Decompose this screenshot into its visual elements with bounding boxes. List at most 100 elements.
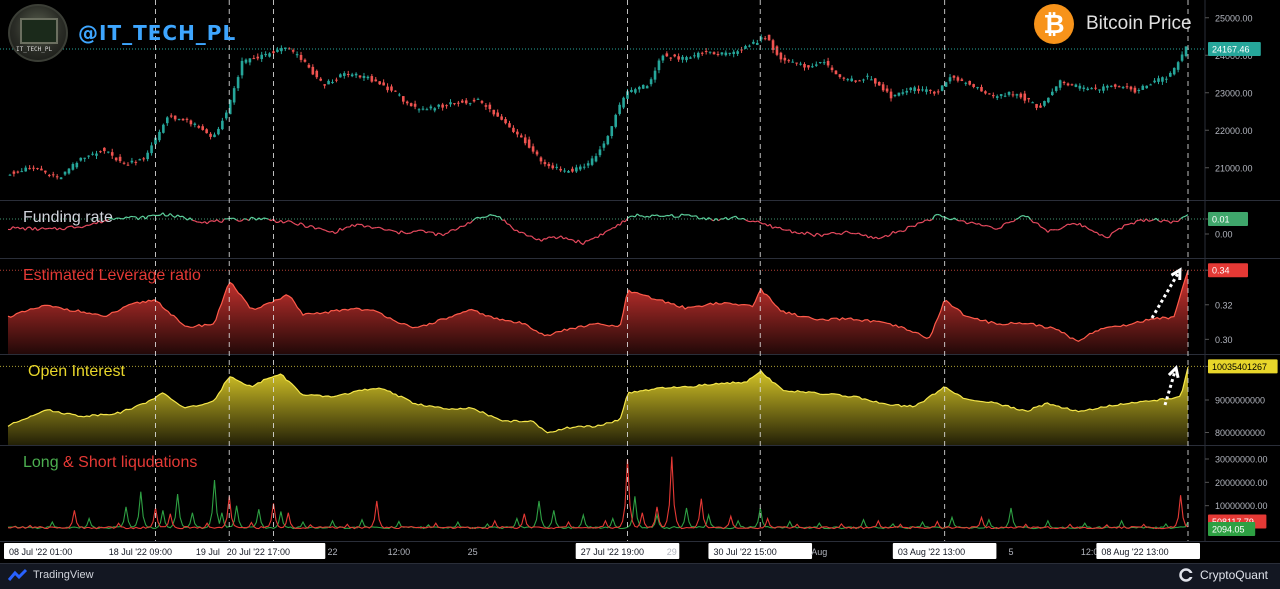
funding-segment	[1185, 214, 1189, 217]
candle-body	[63, 171, 67, 175]
y-tick-label: 9000000000	[1215, 396, 1265, 406]
candle-body	[531, 146, 535, 152]
funding-segment	[804, 231, 808, 236]
tradingview-logo[interactable]: TradingView	[8, 568, 94, 582]
candle-body	[881, 84, 885, 91]
candle-body	[763, 38, 767, 40]
candle-body	[126, 164, 130, 166]
candle-body	[1039, 105, 1042, 108]
candle-body	[343, 73, 346, 76]
candle-body	[138, 159, 142, 161]
liquidation-line-short	[7, 456, 1189, 530]
funding-segment	[487, 214, 491, 218]
funding-segment	[1111, 231, 1115, 234]
funding-segment	[592, 236, 596, 240]
funding-segment	[1086, 227, 1091, 231]
candle-body	[402, 96, 405, 102]
cryptoquant-logo[interactable]: CryptoQuant	[1179, 568, 1268, 582]
candle-body	[944, 82, 948, 87]
funding-segment	[619, 220, 624, 226]
series-last-2-badge	[1208, 263, 1248, 278]
candle-body	[673, 54, 676, 57]
candle-body	[492, 109, 496, 115]
funding-segment	[614, 223, 619, 228]
candle-body	[653, 70, 657, 80]
candle-body	[205, 129, 208, 134]
funding-segment	[1037, 222, 1041, 228]
funding-segment	[664, 214, 668, 217]
funding-segment	[290, 220, 294, 224]
funding-segment	[565, 237, 569, 241]
candle-body	[885, 88, 889, 92]
funding-segment	[162, 212, 166, 217]
candle-body	[543, 162, 547, 165]
funding-segment	[971, 221, 975, 224]
y-tick-label: 25000.00	[1215, 13, 1253, 23]
funding-segment	[1059, 227, 1063, 230]
candle-body	[1141, 85, 1145, 90]
author-handle[interactable]: @IT_TECH_PL	[78, 21, 237, 45]
candle-body	[929, 89, 932, 91]
time-label: 08 Aug '22 13:00	[1101, 547, 1168, 557]
funding-segment	[108, 217, 112, 221]
funding-segment	[1091, 229, 1095, 233]
funding-segment	[587, 238, 591, 242]
last-price-badge	[1208, 41, 1261, 56]
candle-body	[107, 151, 110, 153]
candle-body	[783, 57, 787, 61]
funding-segment	[297, 222, 301, 226]
avatar[interactable]: IT_TECH_PL	[8, 4, 68, 62]
candle-body	[142, 158, 145, 160]
candle-body	[610, 126, 614, 136]
funding-segment	[410, 230, 414, 234]
candle-body	[398, 94, 401, 96]
avatar-caption: IT_TECH_PL	[16, 46, 53, 53]
funding-segment	[1064, 223, 1068, 227]
time-label-box	[1096, 543, 1200, 559]
monitor-icon	[20, 18, 58, 44]
funding-segment	[580, 242, 584, 246]
funding-segment	[307, 225, 311, 228]
funding-last-badge-label: 0.01	[1212, 215, 1230, 225]
funding-segment	[545, 236, 550, 240]
candle-body	[858, 80, 861, 82]
candle-body	[303, 59, 307, 62]
funding-segment	[1099, 233, 1103, 236]
funding-segment	[695, 215, 700, 220]
funding-segment	[779, 226, 783, 231]
funding-segment	[811, 234, 815, 237]
candle-body	[516, 131, 519, 135]
funding-segment	[1042, 227, 1046, 230]
funding-segment	[570, 238, 574, 241]
candle-body	[893, 94, 897, 97]
candle-body	[775, 46, 779, 55]
funding-segment	[344, 226, 348, 229]
funding-segment	[214, 219, 218, 222]
time-label: 29	[667, 547, 677, 557]
candle-body	[748, 45, 751, 47]
candle-body	[307, 64, 311, 68]
funding-segment	[713, 217, 717, 222]
funding-segment	[177, 214, 181, 218]
funding-segment	[929, 218, 933, 222]
funding-segment	[494, 215, 498, 218]
candle-body	[496, 112, 499, 117]
funding-segment	[484, 216, 488, 218]
candle-body	[689, 57, 692, 59]
funding-segment	[634, 213, 638, 218]
funding-segment	[651, 214, 655, 217]
funding-segment	[319, 227, 323, 231]
funding-segment	[361, 224, 365, 228]
candle-body	[803, 63, 806, 68]
candle-body	[1113, 84, 1117, 87]
funding-segment	[509, 224, 513, 228]
candle-body	[1098, 89, 1101, 91]
candle-body	[1015, 94, 1019, 96]
funding-segment	[479, 216, 483, 219]
candle-body	[520, 135, 523, 138]
candle-body	[960, 79, 964, 81]
funding-segment	[255, 217, 260, 221]
funding-segment	[292, 222, 296, 225]
candle-body	[346, 73, 350, 75]
